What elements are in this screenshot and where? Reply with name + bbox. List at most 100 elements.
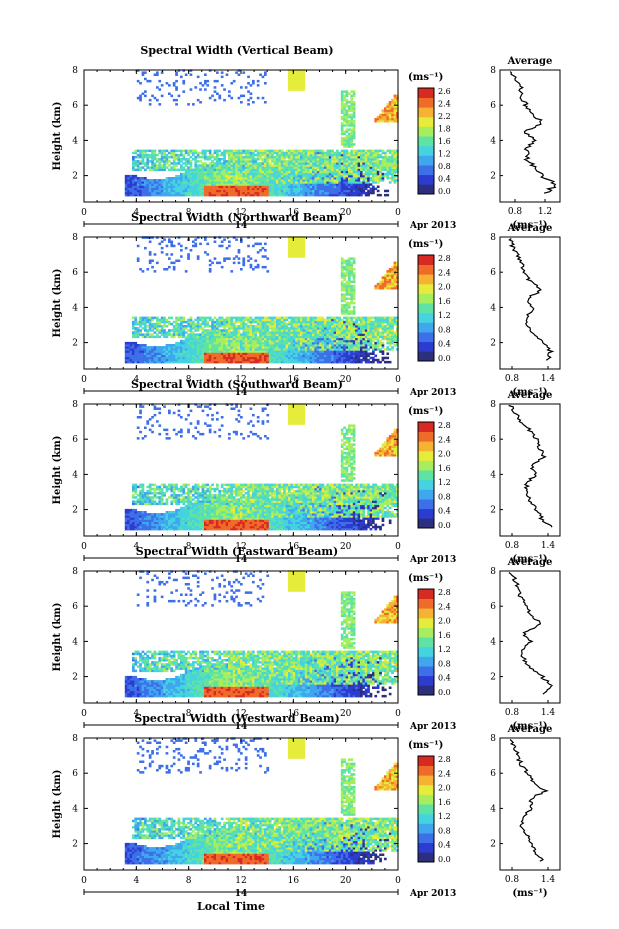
heatmap-cell (158, 318, 162, 322)
heatmap-cell (235, 191, 238, 195)
heatmap-cell (278, 185, 282, 188)
heatmap-cell (148, 354, 152, 358)
heatmap-cell (278, 181, 282, 184)
heatmap-cell (278, 193, 282, 197)
heatmap-cell (134, 177, 138, 180)
heatmap-cell (225, 339, 229, 343)
heatmap-cell (285, 179, 289, 182)
heatmap-cell (160, 94, 164, 98)
heatmap-cell (228, 240, 231, 243)
heatmap-cell (213, 346, 217, 349)
heatmap-cell (196, 155, 200, 159)
heatmap-cell (376, 153, 380, 157)
heatmap-cell (192, 151, 195, 155)
heatmap-cell (163, 348, 166, 351)
heatmap-cell (252, 79, 255, 83)
heatmap-cell (307, 153, 310, 157)
heatmap-cell (252, 170, 255, 174)
heatmap-cell (379, 153, 382, 157)
heatmap-cell (172, 151, 176, 155)
heatmap-cell (247, 191, 250, 195)
heatmap-cell (314, 164, 318, 167)
heatmap-cell (249, 164, 253, 167)
heatmap-cell (199, 174, 202, 178)
heatmap-cell (148, 333, 152, 336)
heatmap-cell (139, 149, 142, 153)
heatmap-cell (386, 105, 390, 108)
heatmap-cell (273, 151, 277, 155)
heatmap-cell (175, 356, 178, 360)
heatmap-cell (216, 183, 219, 186)
heatmap-cell (206, 193, 210, 197)
heatmap-cell (247, 90, 250, 93)
heatmap-cell (136, 155, 140, 159)
heatmap-cell (146, 348, 150, 351)
heatmap-cell (384, 109, 387, 112)
average-y-tick-label: 4 (490, 136, 496, 146)
heatmap-cell (326, 187, 330, 191)
heatmap-cell (244, 153, 248, 157)
heatmap-cell (194, 333, 198, 336)
heatmap-cell (223, 354, 226, 358)
heatmap-cell (338, 316, 342, 320)
heatmap-cell (350, 177, 354, 180)
heatmap-cell (340, 168, 344, 172)
heatmap-cell (220, 177, 224, 180)
heatmap-cell (182, 331, 186, 334)
heatmap-cell (292, 160, 296, 163)
heatmap-cell (156, 153, 159, 157)
heatmap-cell (343, 191, 346, 195)
heatmap-cell (201, 174, 205, 178)
heatmap-cell (148, 183, 152, 186)
heatmap-cell (165, 356, 169, 360)
heatmap-cell (302, 79, 306, 83)
heatmap-cell (187, 149, 190, 153)
heatmap-cell (141, 166, 145, 169)
heatmap-cell (194, 344, 198, 347)
heatmap-cell (247, 164, 250, 167)
heatmap-cell (292, 174, 296, 178)
heatmap-cell (141, 183, 145, 186)
heatmap-cell (232, 155, 236, 159)
heatmap-cell (331, 335, 334, 339)
heatmap-cell (362, 189, 366, 193)
heatmap-cell (350, 117, 354, 121)
heatmap-cell (312, 170, 315, 174)
heatmap-cell (360, 168, 363, 172)
heatmap-cell (314, 179, 318, 182)
heatmap-cell (182, 341, 186, 345)
heatmap-cell (338, 158, 342, 161)
heatmap-cell (384, 168, 387, 172)
heatmap-cell (194, 327, 198, 330)
heatmap-cell (285, 160, 289, 163)
heatmap-cell (160, 246, 164, 250)
heatmap-cell (170, 193, 174, 197)
heatmap-cell (254, 183, 258, 186)
heatmap-cell (232, 331, 236, 334)
heatmap-cell (266, 352, 270, 355)
heatmap-cell (228, 339, 231, 343)
heatmap-cell (343, 299, 346, 303)
heatmap-cell (225, 356, 229, 360)
heatmap-cell (376, 115, 380, 119)
panel-title: Spectral Width (Northward Beam) (131, 211, 343, 224)
heatmap-cell (151, 179, 154, 182)
heatmap-cell (345, 149, 349, 153)
heatmap-cell (343, 259, 346, 262)
heatmap-cell (218, 352, 222, 355)
heatmap-cell (124, 358, 128, 362)
heatmap-cell (271, 189, 274, 193)
heatmap-cell (324, 193, 327, 197)
heatmap-cell (352, 189, 356, 193)
heatmap-cell (381, 111, 385, 114)
heatmap-cell (216, 344, 219, 347)
heatmap-cell (156, 316, 159, 320)
heatmap-cell (240, 172, 243, 176)
heatmap-cell (148, 98, 152, 102)
heatmap-cell (352, 160, 356, 163)
heatmap-cell (319, 168, 322, 172)
heatmap-cell (211, 346, 214, 349)
heatmap-cell (321, 172, 325, 176)
heatmap-cell (230, 153, 234, 157)
heatmap-cell (165, 320, 169, 324)
